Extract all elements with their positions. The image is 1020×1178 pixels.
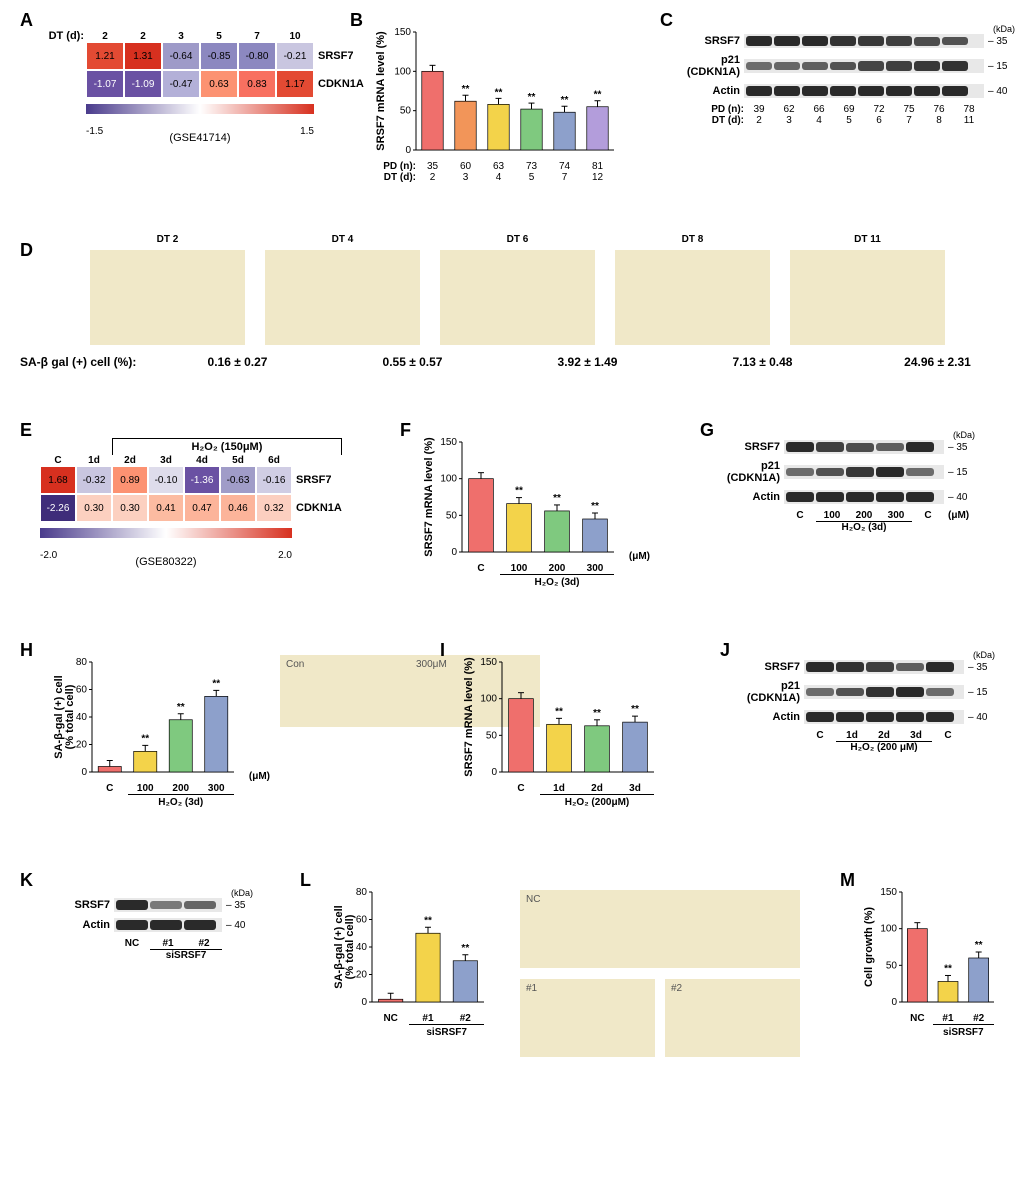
svg-text:**: **	[515, 486, 523, 497]
panel-j-label: J	[720, 640, 730, 661]
svg-text:100: 100	[440, 474, 457, 485]
panel-a-label: A	[20, 10, 33, 31]
svg-text:SRSF7 mRNA level (%): SRSF7 mRNA level (%)	[375, 31, 387, 151]
svg-text:**: **	[975, 940, 983, 951]
svg-text:50: 50	[886, 960, 898, 971]
panel-m-chart: 050100150****Cell growth (%)NC#1#2siSRSF…	[860, 880, 1000, 1038]
panel-a-heatmap: DT (d):22357101.211.31-0.64-0.85-0.80-0.…	[40, 30, 364, 144]
svg-text:**: **	[495, 87, 503, 98]
svg-text:20: 20	[76, 740, 88, 751]
svg-text:**: **	[555, 706, 563, 717]
svg-text:0: 0	[891, 997, 897, 1008]
panel-c-label: C	[660, 10, 673, 31]
svg-text:150: 150	[880, 887, 897, 898]
svg-text:**: **	[944, 963, 952, 974]
svg-text:0: 0	[81, 767, 87, 778]
svg-text:**: **	[553, 493, 561, 504]
panel-d-micrographs: DT 2DT 4DT 6DT 8DT 11SA-β gal (+) cell (…	[90, 250, 1015, 369]
svg-text:100: 100	[880, 924, 897, 935]
svg-text:**: **	[212, 678, 220, 689]
panel-b-label: B	[350, 10, 363, 31]
svg-text:80: 80	[356, 887, 368, 898]
panel-f-chart: 050100150******SRSF7 mRNA level (%)C1002…	[420, 430, 620, 588]
panel-d-label: D	[20, 240, 33, 261]
svg-text:**: **	[461, 943, 469, 954]
panel-g-western: (kDa) SRSF7 – 35 p21(CDKN1A) – 15 Actin …	[720, 430, 978, 533]
panel-g-label: G	[700, 420, 714, 441]
svg-text:40: 40	[76, 712, 88, 723]
panel-j-western: (kDa) SRSF7 – 35 p21(CDKN1A) – 15 Actin …	[740, 650, 998, 753]
svg-text:**: **	[593, 708, 601, 719]
svg-text:**: **	[561, 95, 569, 106]
svg-text:100: 100	[394, 66, 411, 77]
panel-h-chart: 020406080******SA-β-gal (+) cell(% total…	[50, 650, 240, 808]
svg-text:60: 60	[356, 915, 368, 926]
svg-text:**: **	[528, 92, 536, 103]
svg-text:SRSF7 mRNA level (%): SRSF7 mRNA level (%)	[423, 437, 435, 557]
svg-text:150: 150	[480, 657, 497, 668]
svg-text:(% total cell): (% total cell)	[344, 914, 356, 979]
panel-k-western: (kDa) SRSF7 – 35 Actin – 40NC#1#2siSRSF7	[50, 888, 256, 961]
svg-text:**: **	[631, 704, 639, 715]
svg-text:150: 150	[440, 437, 457, 448]
svg-text:40: 40	[356, 942, 368, 953]
svg-text:60: 60	[76, 685, 88, 696]
panel-l-micrographs: NC #1 #2	[520, 890, 800, 1057]
svg-text:100: 100	[480, 694, 497, 705]
svg-text:**: **	[594, 90, 602, 101]
svg-text:**: **	[591, 501, 599, 512]
svg-text:50: 50	[446, 510, 458, 521]
svg-text:**: **	[141, 733, 149, 744]
panel-c-western: (kDa) SRSF7 – 35 p21(CDKN1A) – 15 Actin …	[680, 24, 1018, 126]
panel-b-chart: 050100150**********SRSF7 mRNA level (%)P…	[370, 18, 620, 183]
svg-text:150: 150	[394, 27, 411, 38]
panel-h-label: H	[20, 640, 33, 661]
panel-l-chart: 020406080****SA-β-gal (+) cell(% total c…	[330, 880, 490, 1038]
svg-text:Cell growth (%): Cell growth (%)	[863, 907, 875, 987]
panel-l-label: L	[300, 870, 311, 891]
svg-text:**: **	[177, 702, 185, 713]
panel-i-label: I	[440, 640, 445, 661]
panel-e-heatmap: H₂O₂ (150μM)C1d2d3d4d5d6d1.68-0.320.89-0…	[40, 438, 342, 568]
svg-text:**: **	[424, 915, 432, 926]
svg-text:SRSF7 mRNA level (%): SRSF7 mRNA level (%)	[463, 657, 475, 777]
svg-text:50: 50	[486, 730, 498, 741]
svg-text:**: **	[462, 84, 470, 95]
svg-text:0: 0	[361, 997, 367, 1008]
panel-e-label: E	[20, 420, 32, 441]
svg-text:20: 20	[356, 970, 368, 981]
panel-k-label: K	[20, 870, 33, 891]
svg-text:0: 0	[451, 547, 457, 558]
panel-i-chart: 050100150******SRSF7 mRNA level (%)C1d2d…	[460, 650, 660, 808]
panel-f-label: F	[400, 420, 411, 441]
svg-text:50: 50	[400, 106, 412, 117]
svg-text:80: 80	[76, 657, 88, 668]
svg-text:0: 0	[405, 145, 411, 156]
svg-text:0: 0	[491, 767, 497, 778]
panel-m-label: M	[840, 870, 855, 891]
svg-text:(% total cell): (% total cell)	[64, 684, 76, 749]
